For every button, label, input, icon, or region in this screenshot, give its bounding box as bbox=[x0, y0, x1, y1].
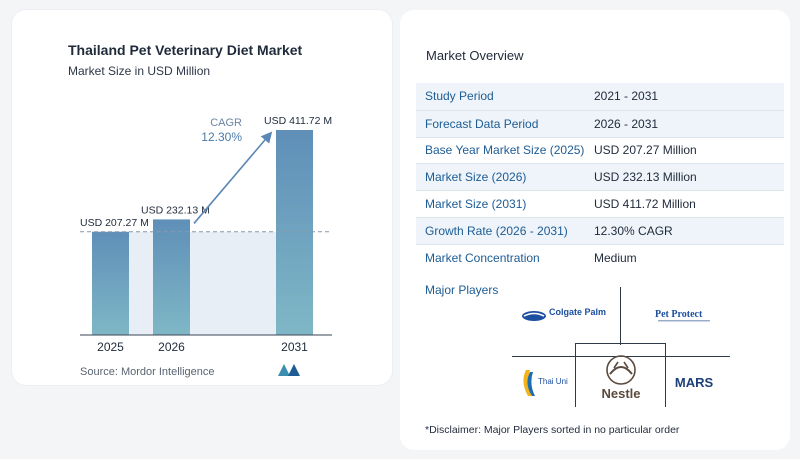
table-row: Market Concentration Medium bbox=[416, 243, 784, 271]
row-value: 2021 - 2031 bbox=[594, 89, 659, 104]
bar-2026 bbox=[153, 219, 190, 335]
svg-text:Thai Union: Thai Union bbox=[538, 377, 568, 386]
players-divider bbox=[575, 343, 666, 344]
cagr-arrow bbox=[193, 131, 273, 224]
svg-text:MARS: MARS bbox=[675, 375, 714, 390]
chart-subtitle: Market Size in USD Million bbox=[68, 64, 211, 78]
table-row: Market Size (2026) USD 232.13 Million bbox=[416, 163, 784, 191]
players-divider bbox=[575, 343, 576, 407]
svg-text:Pet Protect: Pet Protect bbox=[655, 309, 703, 320]
x-tick-2031: 2031 bbox=[281, 340, 308, 354]
mordor-logo-icon bbox=[278, 364, 300, 376]
table-row: Forecast Data Period 2026 - 2031 bbox=[416, 109, 784, 137]
data-label-2026: USD 232.13 M bbox=[141, 204, 210, 216]
svg-text:Colgate Palmolive: Colgate Palmolive bbox=[549, 307, 606, 317]
row-value: 2026 - 2031 bbox=[594, 116, 659, 131]
chart-title: Thailand Pet Veterinary Diet Market bbox=[68, 42, 303, 58]
disclaimer-note: *Disclaimer: Major Players sorted in no … bbox=[425, 424, 680, 436]
players-divider bbox=[665, 343, 666, 407]
x-tick-2026: 2026 bbox=[158, 340, 185, 354]
cagr-value: 12.30% bbox=[201, 130, 242, 144]
table-row: Base Year Market Size (2025) USD 207.27 … bbox=[416, 136, 784, 164]
row-key: Market Size (2026) bbox=[425, 170, 527, 185]
row-value: USD 232.13 Million bbox=[594, 170, 697, 185]
x-tick-2025: 2025 bbox=[97, 340, 124, 354]
overview-table: Study Period 2021 - 2031 Forecast Data P… bbox=[416, 83, 784, 271]
source-note: Source: Mordor Intelligence bbox=[80, 366, 215, 378]
row-key: Market Concentration bbox=[425, 250, 540, 265]
row-key: Forecast Data Period bbox=[425, 116, 539, 131]
row-key: Study Period bbox=[425, 89, 494, 104]
row-value: USD 207.27 Million bbox=[594, 143, 697, 158]
bar-2031 bbox=[276, 130, 313, 335]
table-row: Study Period 2021 - 2031 bbox=[416, 83, 784, 110]
row-value: USD 411.72 Million bbox=[594, 197, 696, 212]
overview-title: Market Overview bbox=[426, 48, 524, 63]
row-value: 12.30% CAGR bbox=[594, 223, 673, 238]
data-label-2025: USD 207.27 M bbox=[80, 217, 149, 229]
svg-text:Nestle: Nestle bbox=[601, 386, 640, 401]
nestle-logo: Nestle bbox=[583, 350, 659, 402]
cagr-label: CAGR bbox=[210, 117, 242, 129]
table-row: Market Size (2031) USD 411.72 Million bbox=[416, 190, 784, 217]
row-value: Medium bbox=[594, 250, 637, 265]
bar-2025 bbox=[92, 231, 129, 335]
pet-protect-logo: Pet Protect bbox=[650, 305, 720, 327]
colgate-palmolive-logo: Colgate Palmolive bbox=[520, 305, 606, 327]
major-players-title: Major Players bbox=[425, 283, 499, 297]
row-key: Growth Rate (2026 - 2031) bbox=[425, 223, 568, 238]
thai-union-logo: Thai Union bbox=[518, 366, 568, 402]
row-key: Market Size (2031) bbox=[425, 197, 527, 212]
players-divider bbox=[620, 287, 621, 345]
row-key: Base Year Market Size (2025) bbox=[425, 143, 585, 158]
data-label-2031: USD 411.72 M bbox=[264, 115, 332, 127]
table-row: Growth Rate (2026 - 2031) 12.30% CAGR bbox=[416, 216, 784, 244]
mars-logo: MARS bbox=[670, 372, 718, 392]
